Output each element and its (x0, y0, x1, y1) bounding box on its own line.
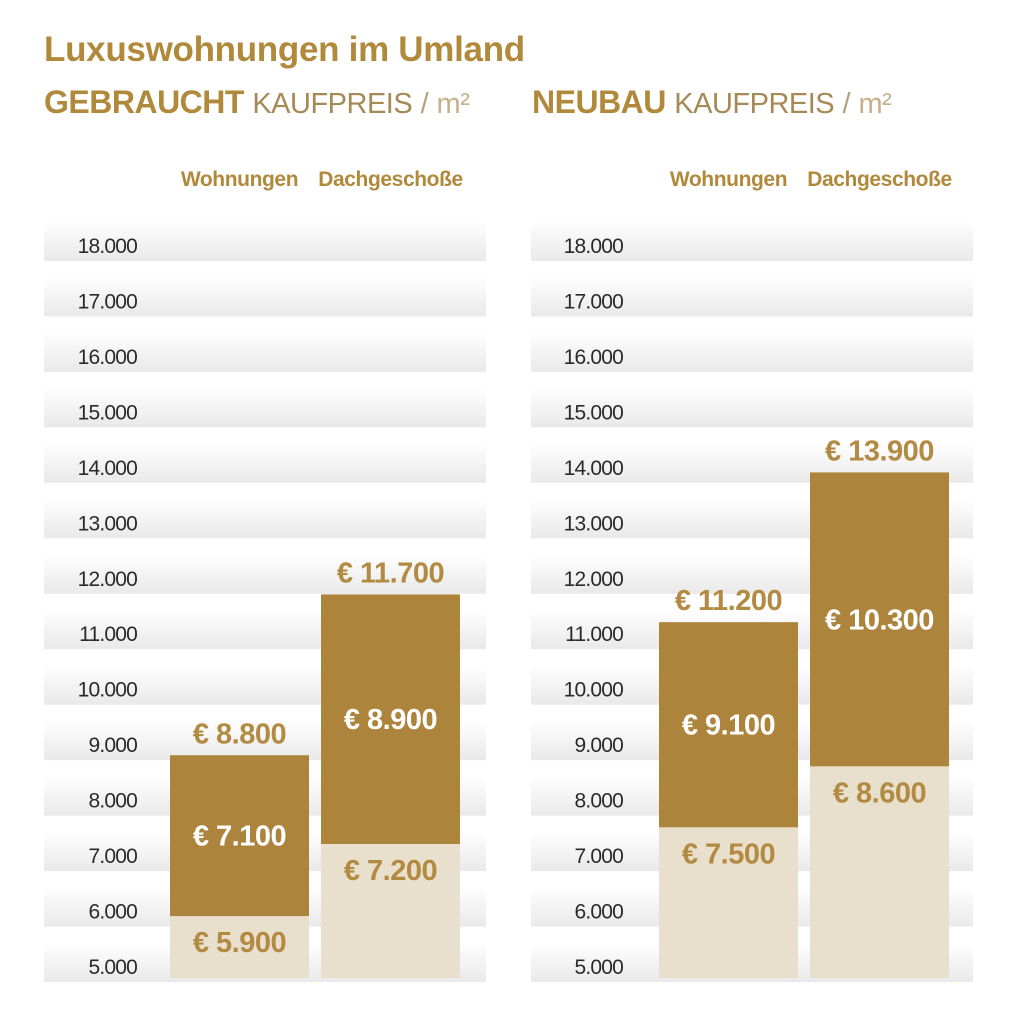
bar-low-label: € 7.500 (682, 838, 775, 870)
y-tick-label: 18.000 (564, 235, 624, 258)
panel-title-separator: / (842, 88, 851, 120)
y-tick-label: 17.000 (78, 290, 138, 313)
category-label: Wohnungen (181, 168, 298, 191)
y-tick-label: 7.000 (574, 845, 623, 868)
bar-low-label: € 8.600 (833, 777, 926, 809)
bar-mid-label: € 8.900 (344, 704, 437, 736)
y-tick-label: 9.000 (574, 734, 623, 757)
grid-band (44, 331, 486, 372)
y-tick-label: 16.000 (78, 346, 138, 369)
bar-mid-label: € 10.300 (825, 604, 934, 636)
grid-band (531, 331, 973, 372)
y-tick-label: 17.000 (564, 290, 624, 313)
y-tick-label: 10.000 (78, 679, 138, 702)
y-tick-label: 7.000 (88, 845, 137, 868)
bar-high-label: € 8.800 (193, 718, 286, 750)
bar-high-label: € 11.700 (337, 557, 444, 589)
chart-panel-0: 18.000 17.000 16.000 15.000 14.000 13.000 12.0… (44, 168, 486, 982)
bar-lower-segment (170, 916, 309, 978)
y-tick-label: 11.000 (79, 623, 137, 646)
panel-title-measure: KAUFPREIS (252, 88, 413, 120)
grid-band (531, 387, 973, 428)
panel-title-bold: GEBRAUCHT (44, 84, 244, 120)
bar-lower-segment (321, 843, 460, 978)
y-tick-label: 5.000 (574, 956, 623, 979)
y-tick-label: 13.000 (564, 512, 624, 535)
y-tick-label: 14.000 (564, 457, 624, 480)
grid-band (531, 221, 973, 262)
panel-title-bold: NEUBAU (532, 84, 666, 120)
bar-high-label: € 13.900 (825, 435, 934, 467)
y-tick-label: 13.000 (78, 512, 138, 535)
y-tick-label: 8.000 (574, 790, 623, 813)
bar-upper-segment (170, 755, 309, 917)
grid-band (44, 553, 486, 594)
panel-title-separator: / (420, 88, 429, 120)
y-tick-label: 14.000 (78, 457, 138, 480)
bar-lower-segment (810, 766, 949, 978)
y-tick-label: 6.000 (88, 901, 137, 924)
bar-low-label: € 5.900 (193, 927, 286, 959)
bar-upper-segment (810, 472, 949, 767)
bar-mid-label: € 9.100 (682, 710, 775, 742)
y-tick-label: 12.000 (564, 568, 624, 591)
y-tick-label: 16.000 (564, 346, 624, 369)
grid-band (531, 276, 973, 317)
y-tick-label: 8.000 (88, 790, 137, 813)
y-tick-label: 6.000 (574, 901, 623, 924)
category-label: Dachgeschoße (318, 168, 463, 191)
y-tick-label: 11.000 (565, 623, 623, 646)
bar-high-label: € 11.200 (675, 585, 782, 617)
bar-low-label: € 7.200 (344, 855, 437, 887)
grid-band (44, 387, 486, 428)
y-tick-label: 5.000 (88, 956, 137, 979)
category-label: Dachgeschoße (807, 168, 952, 191)
bar-upper-segment (659, 622, 798, 828)
chart-panel-1: 18.000 17.000 16.000 15.000 14.000 13.000 12.0… (531, 168, 973, 982)
grid-band (44, 442, 486, 483)
category-label: Wohnungen (670, 168, 787, 191)
y-tick-label: 12.000 (78, 568, 138, 591)
y-tick-label: 18.000 (78, 235, 138, 258)
bar-upper-segment (321, 594, 460, 844)
y-tick-label: 15.000 (564, 401, 624, 424)
grid-band (44, 276, 486, 317)
grid-band (44, 498, 486, 539)
panel-title-gebraucht: GEBRAUCHT KAUFPREIS / m² (44, 84, 470, 121)
grid-band (44, 221, 486, 262)
y-tick-label: 15.000 (78, 401, 138, 424)
panel-title-neubau: NEUBAU KAUFPREIS / m² (532, 84, 892, 121)
page-title: Luxuswohnungen im Umland (44, 30, 525, 69)
panel-title-unit: m² (858, 88, 892, 120)
y-tick-label: 10.000 (564, 679, 624, 702)
y-tick-label: 9.000 (88, 734, 137, 757)
bar-mid-label: € 7.100 (193, 821, 286, 853)
bar-lower-segment (659, 827, 798, 978)
panel-title-unit: m² (436, 88, 470, 120)
panel-title-measure: KAUFPREIS (674, 88, 835, 120)
